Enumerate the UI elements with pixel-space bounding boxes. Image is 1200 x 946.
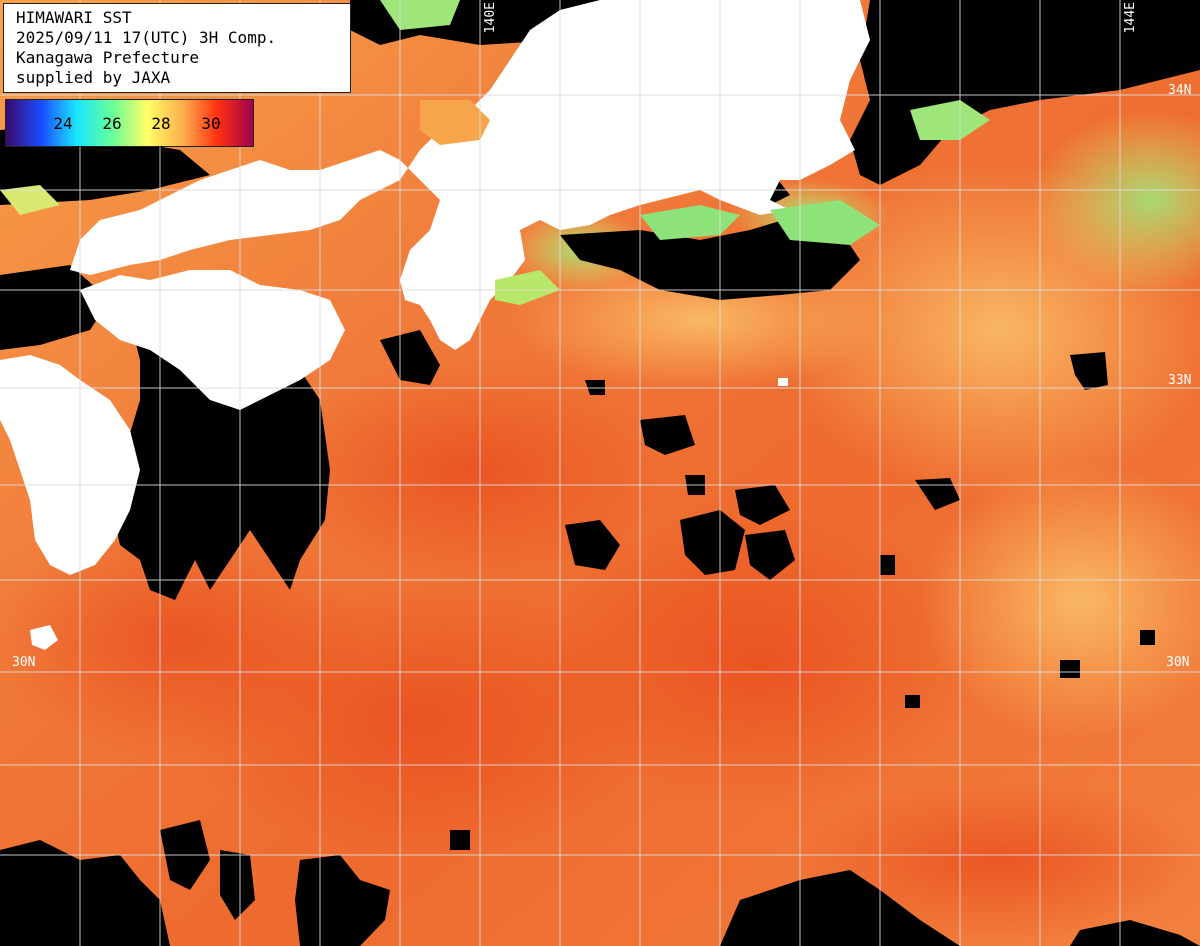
lon-label-144e: 144E	[1123, 2, 1138, 34]
lat-label-30n-left: 30N	[12, 655, 36, 670]
provider: Kanagawa Prefecture	[16, 48, 200, 67]
lat-label-34n: 34N	[1168, 83, 1192, 98]
legend-tick-24: 24	[53, 114, 73, 133]
lat-label-33n-right: 33N	[1168, 373, 1192, 388]
lat-label-30n-right: 30N	[1166, 655, 1190, 670]
timestamp: 2025/09/11 17(UTC) 3H Comp.	[16, 28, 277, 47]
info-box: HIMAWARI SST 2025/09/11 17(UTC) 3H Comp.…	[3, 3, 351, 93]
legend-tick-26: 26	[102, 114, 122, 133]
product-title: HIMAWARI SST	[16, 8, 132, 27]
legend-tick-30: 30	[201, 114, 221, 133]
legend-tick-28: 28	[151, 114, 171, 133]
lat-label-33n-left: 33N	[12, 373, 36, 388]
land	[0, 0, 870, 650]
temperature-legend: 24 26 28 30	[5, 99, 254, 147]
lon-label-140e: 140E	[483, 2, 498, 34]
legend-color-bar	[6, 100, 253, 146]
data-source: supplied by JAXA	[16, 68, 171, 87]
